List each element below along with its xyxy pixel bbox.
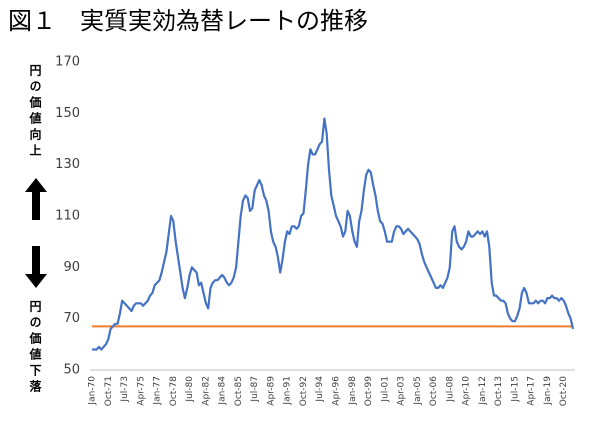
down-arrow [25,246,47,288]
y-tick-label: 70 [63,311,80,326]
x-tick-label: Jan-19 [543,376,553,406]
x-tick-label: Jan-84 [218,376,228,406]
y-tick-label: 110 [55,209,80,224]
x-tick-label: Oct-13 [494,376,504,406]
x-tick-label: Jul-73 [120,376,130,403]
x-tick-label: Oct-71 [104,376,114,406]
x-tick-label: Jan-05 [413,376,423,406]
x-tick-label: Jul-87 [250,376,260,403]
x-tick-label: Apr-82 [201,376,211,406]
x-tick-label: Apr-96 [331,376,341,406]
x-tick-label: Apr-17 [527,376,537,406]
x-tick-label: Apr-03 [397,376,407,406]
x-tick-label: Jan-70 [88,376,98,406]
x-tick-label: Apr-89 [266,376,276,406]
chart-title: 図１ 実質実効為替レートの推移 [8,7,368,35]
y-tick-label: 90 [63,260,80,275]
x-tick-label: Apr-10 [462,376,472,406]
x-tick-label: Jul-80 [185,376,195,403]
x-tick-label: Jan-91 [283,376,293,406]
x-tick-label: Jan-12 [478,376,488,406]
x-tick-label: Jul-15 [510,376,520,403]
x-tick-label: Apr-75 [136,376,146,406]
x-tick-label: Oct-78 [169,376,179,407]
side-label-bottom: 円の価値下落 [28,300,42,396]
side-label-top: 円の価値向上 [28,64,42,160]
x-tick-label: Jul-01 [380,376,390,403]
y-tick-label: 170 [55,55,80,70]
x-tick-label: Jul-08 [445,376,455,403]
x-tick-label: Oct-85 [234,376,244,406]
x-tick-label: Oct-06 [429,376,439,407]
x-tick-label: Jan-77 [153,376,163,406]
up-arrow [25,178,47,220]
y-tick-label: 150 [55,106,80,121]
data-line [92,117,575,351]
x-tick-label: Oct-99 [364,376,374,407]
x-tick-label: Jul-94 [315,376,325,403]
x-tick-label: Jan-98 [348,376,358,406]
y-tick-label: 50 [63,363,80,378]
x-tick-label: Oct-20 [559,376,569,407]
x-tick-label: Oct-92 [299,376,309,406]
y-tick-label: 130 [55,157,80,172]
